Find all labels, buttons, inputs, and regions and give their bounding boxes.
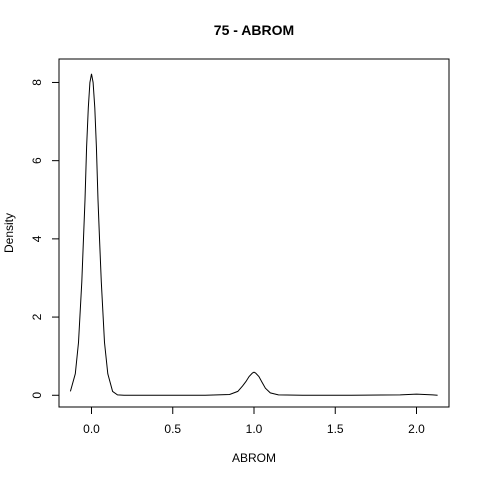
y-axis: 0 2 4 6 8	[30, 79, 60, 399]
x-tick-label: 0.5	[164, 422, 181, 436]
chart-title: 75 - ABROM	[214, 22, 294, 38]
y-tick-label: 2	[30, 313, 44, 320]
y-tick-label: 4	[30, 235, 44, 242]
y-tick-label: 6	[30, 157, 44, 164]
y-axis-label: Density	[2, 213, 16, 253]
x-axis-label: ABROM	[232, 451, 276, 465]
y-tick-label: 8	[30, 79, 44, 86]
density-curve	[69, 73, 438, 396]
x-tick-label: 0.0	[83, 422, 100, 436]
x-tick-label: 2.0	[408, 422, 425, 436]
y-tick-label: 0	[30, 392, 44, 399]
x-tick-label: 1.5	[327, 422, 344, 436]
x-tick-label: 1.0	[246, 422, 263, 436]
plot-frame	[58, 58, 450, 408]
x-axis: 0.0 0.5 1.0 1.5 2.0	[83, 406, 425, 436]
